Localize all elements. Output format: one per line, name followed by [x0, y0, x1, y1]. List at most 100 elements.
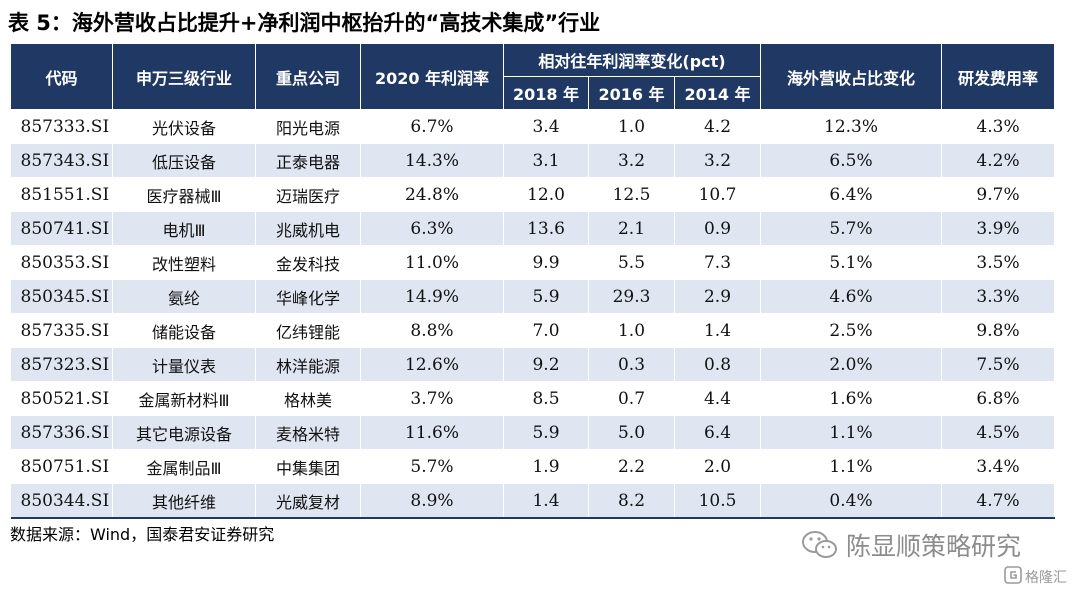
cell-overseas-change: 6.5%	[760, 143, 943, 178]
cell-rd-ratio: 4.3%	[941, 109, 1056, 144]
cell-overseas-change: 2.0%	[760, 347, 943, 382]
cell-change-2018: 1.9	[503, 449, 589, 484]
cell-change-2018: 12.0	[503, 177, 589, 212]
header-industry: 申万三级行业	[112, 43, 256, 110]
cell-change-2016: 1.0	[588, 109, 675, 144]
cell-code: 857343.SI	[10, 143, 113, 178]
cell-change-2018: 5.9	[503, 279, 589, 314]
cell-change-2016: 2.1	[588, 211, 675, 246]
cell-change-2018: 9.9	[503, 245, 589, 280]
table-row: 857336.SI 其它电源设备 麦格米特 11.6% 5.9 5.0 6.4 1.1% 4.5…	[10, 415, 1056, 450]
cell-change-2018: 8.5	[503, 381, 589, 416]
cell-margin-2020: 24.8%	[360, 177, 504, 212]
cell-change-2016: 3.2	[588, 143, 675, 178]
cell-company: 麦格米特	[255, 415, 361, 450]
cell-overseas-change: 2.5%	[760, 313, 943, 348]
cell-rd-ratio: 3.3%	[941, 279, 1056, 314]
cell-code: 850521.SI	[10, 381, 113, 416]
cell-change-2016: 8.2	[588, 483, 675, 519]
cell-change-2016: 1.0	[588, 313, 675, 348]
cell-rd-ratio: 9.7%	[941, 177, 1056, 212]
header-2016: 2016 年	[588, 76, 675, 110]
cell-overseas-change: 4.6%	[760, 279, 943, 314]
cell-company: 亿纬锂能	[255, 313, 361, 348]
cell-change-2014: 4.4	[674, 381, 762, 416]
cell-overseas-change: 6.4%	[760, 177, 943, 212]
cell-change-2016: 12.5	[588, 177, 675, 212]
table-row: 857343.SI 低压设备 正泰电器 14.3% 3.1 3.2 3.2 6.5% 4.2%	[10, 143, 1056, 178]
cell-margin-2020: 8.9%	[360, 483, 504, 519]
cell-code: 851551.SI	[10, 177, 113, 212]
table-row: 850751.SI 金属制品Ⅲ 中集集团 5.7% 1.9 2.2 2.0 1.1% 3.4%	[10, 449, 1056, 484]
table-row: 851551.SI 医疗器械Ⅲ 迈瑞医疗 24.8% 12.0 12.5 10.7 6.4% 9…	[10, 177, 1056, 212]
cell-rd-ratio: 4.7%	[941, 483, 1056, 519]
cell-industry: 计量仪表	[112, 347, 256, 382]
source-note: 数据来源：Wind，国泰君安证券研究	[10, 525, 275, 544]
cell-rd-ratio: 4.5%	[941, 415, 1056, 450]
cell-rd-ratio: 3.9%	[941, 211, 1056, 246]
cell-margin-2020: 6.7%	[360, 109, 504, 144]
cell-rd-ratio: 3.4%	[941, 449, 1056, 484]
cell-margin-2020: 14.9%	[360, 279, 504, 314]
watermark-text: 陈显顺策略研究	[846, 532, 1022, 561]
cell-change-2014: 2.9	[674, 279, 762, 314]
cell-change-2018: 3.4	[503, 109, 589, 144]
table-row: 857333.SI 光伏设备 阳光电源 6.7% 3.4 1.0 4.2 12.3% 4.3%	[10, 109, 1056, 144]
cell-overseas-change: 5.7%	[760, 211, 943, 246]
cell-code: 850345.SI	[10, 279, 113, 314]
cell-industry: 电机Ⅲ	[112, 211, 256, 246]
cell-company: 光威复材	[255, 483, 361, 519]
cell-industry: 其它电源设备	[112, 415, 256, 450]
cell-change-2018: 3.1	[503, 143, 589, 178]
cell-code: 857323.SI	[10, 347, 113, 382]
table-row: 857323.SI 计量仪表 林洋能源 12.6% 9.2 0.3 0.8 2.0% 7.5%	[10, 347, 1056, 382]
cell-company: 阳光电源	[255, 109, 361, 144]
table-body: 857333.SI 光伏设备 阳光电源 6.7% 3.4 1.0 4.2 12.3% 4.3% 8…	[10, 109, 1056, 519]
cell-overseas-change: 5.1%	[760, 245, 943, 280]
cell-change-2016: 5.5	[588, 245, 675, 280]
cell-change-2016: 0.7	[588, 381, 675, 416]
cell-rd-ratio: 7.5%	[941, 347, 1056, 382]
header-margin-2020: 2020 年利润率	[360, 43, 504, 110]
cell-code: 850741.SI	[10, 211, 113, 246]
cell-code: 857336.SI	[10, 415, 113, 450]
cell-industry: 储能设备	[112, 313, 256, 348]
header-2014: 2014 年	[673, 76, 762, 110]
header-margin-change-group: 相对往年利润率变化(pct)	[502, 43, 762, 77]
cell-overseas-change: 1.1%	[760, 415, 943, 450]
cell-change-2014: 0.8	[674, 347, 762, 382]
cell-company: 正泰电器	[255, 143, 361, 178]
cell-change-2018: 9.2	[503, 347, 589, 382]
cell-change-2014: 6.4	[674, 415, 762, 450]
cell-code: 857335.SI	[10, 313, 113, 348]
cell-industry: 低压设备	[112, 143, 256, 178]
cell-change-2014: 10.5	[674, 483, 762, 519]
cell-industry: 光伏设备	[112, 109, 256, 144]
cell-margin-2020: 5.7%	[360, 449, 504, 484]
cell-margin-2020: 12.6%	[360, 347, 504, 382]
cell-industry: 医疗器械Ⅲ	[112, 177, 256, 212]
header-company: 重点公司	[255, 43, 361, 110]
cell-change-2014: 0.9	[674, 211, 762, 246]
cell-industry: 氨纶	[112, 279, 256, 314]
cell-industry: 金属新材料Ⅲ	[112, 381, 256, 416]
header-code: 代码	[10, 43, 113, 110]
table-row: 850353.SI 改性塑料 金发科技 11.0% 9.9 5.5 7.3 5.1% 3.5%	[10, 245, 1056, 280]
cell-overseas-change: 12.3%	[760, 109, 943, 144]
table-row: 850345.SI 氨纶 华峰化学 14.9% 5.9 29.3 2.9 4.6% 3.3%	[10, 279, 1056, 314]
cell-margin-2020: 3.7%	[360, 381, 504, 416]
cell-industry: 其他纤维	[112, 483, 256, 519]
watermark: 陈显顺策略研究	[800, 526, 1021, 564]
cell-change-2016: 2.2	[588, 449, 675, 484]
cell-change-2014: 7.3	[674, 245, 762, 280]
cell-industry: 改性塑料	[112, 245, 256, 280]
cell-code: 850344.SI	[10, 483, 113, 519]
cell-code: 850751.SI	[10, 449, 113, 484]
cell-margin-2020: 11.6%	[360, 415, 504, 450]
gelonghui-logo-icon	[1004, 566, 1022, 588]
cell-margin-2020: 6.3%	[360, 211, 504, 246]
cell-company: 中集集团	[255, 449, 361, 484]
wechat-icon	[800, 529, 840, 561]
cell-margin-2020: 8.8%	[360, 313, 504, 348]
cell-company: 林洋能源	[255, 347, 361, 382]
